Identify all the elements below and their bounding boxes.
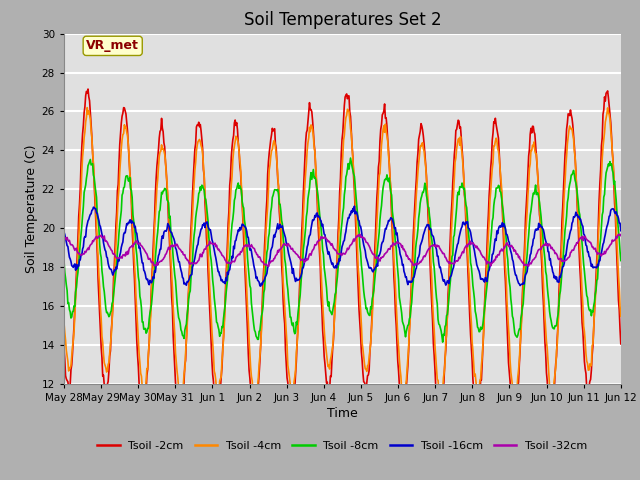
Tsoil -8cm (214, 320, 221, 326)
Tsoil -8cm (428, 233, 435, 239)
X-axis label: Time: Time (327, 407, 358, 420)
Tsoil -2cm (617, 341, 625, 347)
Tsoil -4cm (617, 313, 625, 319)
Tsoil -8cm (127, 188, 135, 193)
Tsoil -32cm (184, 257, 192, 263)
Tsoil -32cm (412, 262, 419, 268)
Tsoil -2cm (177, 420, 184, 426)
Tsoil -8cm (184, 306, 192, 312)
Tsoil -16cm (351, 203, 358, 209)
Tsoil -16cm (60, 229, 68, 235)
Text: VR_met: VR_met (86, 39, 139, 52)
Tsoil -4cm (511, 399, 518, 405)
Tsoil -4cm (70, 328, 78, 334)
Tsoil -2cm (186, 265, 193, 271)
Tsoil -4cm (411, 218, 419, 224)
Line: Tsoil -4cm: Tsoil -4cm (64, 108, 621, 402)
Tsoil -4cm (128, 206, 136, 212)
Tsoil -32cm (214, 245, 221, 251)
Tsoil -2cm (412, 188, 419, 193)
Title: Soil Temperatures Set 2: Soil Temperatures Set 2 (244, 11, 441, 29)
Tsoil -16cm (184, 279, 192, 285)
Legend: Tsoil -2cm, Tsoil -4cm, Tsoil -8cm, Tsoil -16cm, Tsoil -32cm: Tsoil -2cm, Tsoil -4cm, Tsoil -8cm, Tsoi… (93, 437, 592, 456)
Tsoil -16cm (70, 262, 78, 268)
Tsoil -2cm (70, 322, 78, 328)
Tsoil -32cm (264, 264, 272, 269)
Line: Tsoil -32cm: Tsoil -32cm (64, 234, 621, 266)
Tsoil -32cm (60, 236, 68, 241)
Tsoil -16cm (412, 266, 419, 272)
Tsoil -4cm (214, 390, 222, 396)
Tsoil -32cm (127, 244, 135, 250)
Tsoil -8cm (347, 155, 355, 161)
Tsoil -32cm (356, 231, 364, 237)
Tsoil -8cm (60, 258, 68, 264)
Tsoil -8cm (617, 258, 625, 264)
Tsoil -2cm (428, 303, 436, 309)
Tsoil -8cm (411, 259, 419, 265)
Tsoil -2cm (128, 225, 136, 231)
Tsoil -16cm (428, 232, 436, 238)
Tsoil -16cm (617, 228, 625, 234)
Line: Tsoil -2cm: Tsoil -2cm (64, 89, 621, 423)
Tsoil -32cm (428, 243, 436, 249)
Tsoil -2cm (60, 345, 68, 351)
Tsoil -2cm (84, 86, 92, 92)
Tsoil -2cm (215, 401, 223, 407)
Tsoil -32cm (70, 246, 78, 252)
Tsoil -16cm (214, 264, 221, 269)
Tsoil -8cm (439, 339, 447, 345)
Tsoil -8cm (70, 303, 78, 309)
Y-axis label: Soil Temperature (C): Soil Temperature (C) (24, 144, 38, 273)
Tsoil -16cm (127, 220, 135, 226)
Tsoil -4cm (185, 289, 193, 295)
Tsoil -4cm (83, 105, 91, 110)
Line: Tsoil -8cm: Tsoil -8cm (64, 158, 621, 342)
Tsoil -4cm (60, 320, 68, 326)
Line: Tsoil -16cm: Tsoil -16cm (64, 206, 621, 286)
Tsoil -4cm (428, 263, 435, 269)
Tsoil -16cm (257, 283, 264, 289)
Tsoil -32cm (617, 233, 625, 239)
